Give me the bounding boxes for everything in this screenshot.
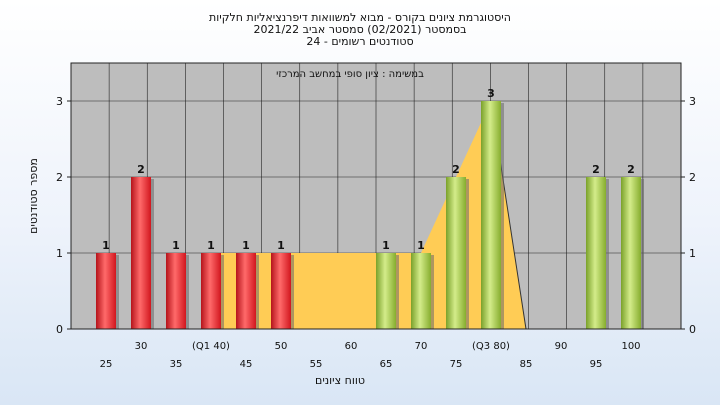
x-tick-label: 75 — [450, 359, 463, 370]
x-tick-label: 85 — [520, 359, 533, 370]
x-tick-label: 60 — [345, 341, 358, 352]
y-tick-label-left: 0 — [56, 323, 63, 336]
chart-annotation: במשימה : ציון סופי במחשב המרכזי — [276, 69, 424, 80]
x-tick-label: 90 — [555, 341, 568, 352]
chart-title-line-1: היסטוגרמת ציונים בקורס - מבוא למשוואות ד… — [209, 11, 511, 24]
y-tick-label-right: 3 — [689, 95, 696, 108]
bar-red — [131, 177, 151, 329]
bar-data-label: 1 — [207, 239, 215, 252]
bar-green — [481, 101, 501, 329]
bar-data-label: 3 — [487, 87, 495, 100]
plot-border — [70, 62, 682, 330]
x-tick-label: 25 — [100, 359, 113, 370]
chart-title-line-3: סטודנטים רשומים - 24 — [306, 35, 414, 48]
bar-red — [236, 253, 256, 329]
bar-red — [201, 253, 221, 329]
y-axis-label: מספר סטודנטים — [27, 158, 40, 234]
x-tick-label: 65 — [380, 359, 393, 370]
y-tick-label-right: 1 — [689, 247, 696, 260]
x-axis-label: טווח ציונים — [315, 374, 365, 387]
bar-data-label: 2 — [592, 163, 600, 176]
bar-data-label: 1 — [382, 239, 390, 252]
x-tick-label: 100 — [621, 341, 640, 352]
bar-data-label: 2 — [452, 163, 460, 176]
axes-layer: 0 0 1 1 2 2 3 3 25 30 35 (Q1 40) 45 50 55 60 65 70 75 (Q3 8… — [56, 62, 696, 370]
bar-green — [446, 177, 466, 329]
y-tick-label-left: 1 — [56, 247, 63, 260]
chart-title-line-2: בסמסטר (02/2021) סמסטר אביב 2021/22 — [253, 23, 467, 36]
bar-data-label: 2 — [137, 163, 145, 176]
x-tick-label: (Q1 40) — [192, 341, 230, 352]
bar-red — [96, 253, 116, 329]
bar-data-label: 1 — [172, 239, 180, 252]
x-tick-label: (Q3 80) — [472, 341, 510, 352]
x-tick-label: 30 — [135, 341, 148, 352]
y-tick-label-right: 0 — [689, 323, 696, 336]
x-tick-label: 35 — [170, 359, 183, 370]
bar-data-label: 1 — [277, 239, 285, 252]
y-tick-label-left: 3 — [56, 95, 63, 108]
y-tick-label-right: 2 — [689, 171, 696, 184]
x-tick-label: 45 — [240, 359, 253, 370]
bar-data-label: 1 — [242, 239, 250, 252]
bar-red — [166, 253, 186, 329]
bar-red — [271, 253, 291, 329]
bar-green — [411, 253, 431, 329]
bar-data-label: 1 — [102, 239, 110, 252]
bar-green — [621, 177, 641, 329]
bars-layer: 1 2 1 1 1 1 1 1 2 3 2 2 — [96, 87, 644, 329]
bar-data-label: 1 — [417, 239, 425, 252]
y-tick-label-left: 2 — [56, 171, 63, 184]
bar-green — [586, 177, 606, 329]
x-tick-label: 70 — [415, 341, 428, 352]
x-tick-label: 55 — [310, 359, 323, 370]
bar-green — [376, 253, 396, 329]
bar-data-label: 2 — [627, 163, 635, 176]
x-tick-label: 95 — [590, 359, 603, 370]
x-tick-label: 50 — [275, 341, 288, 352]
